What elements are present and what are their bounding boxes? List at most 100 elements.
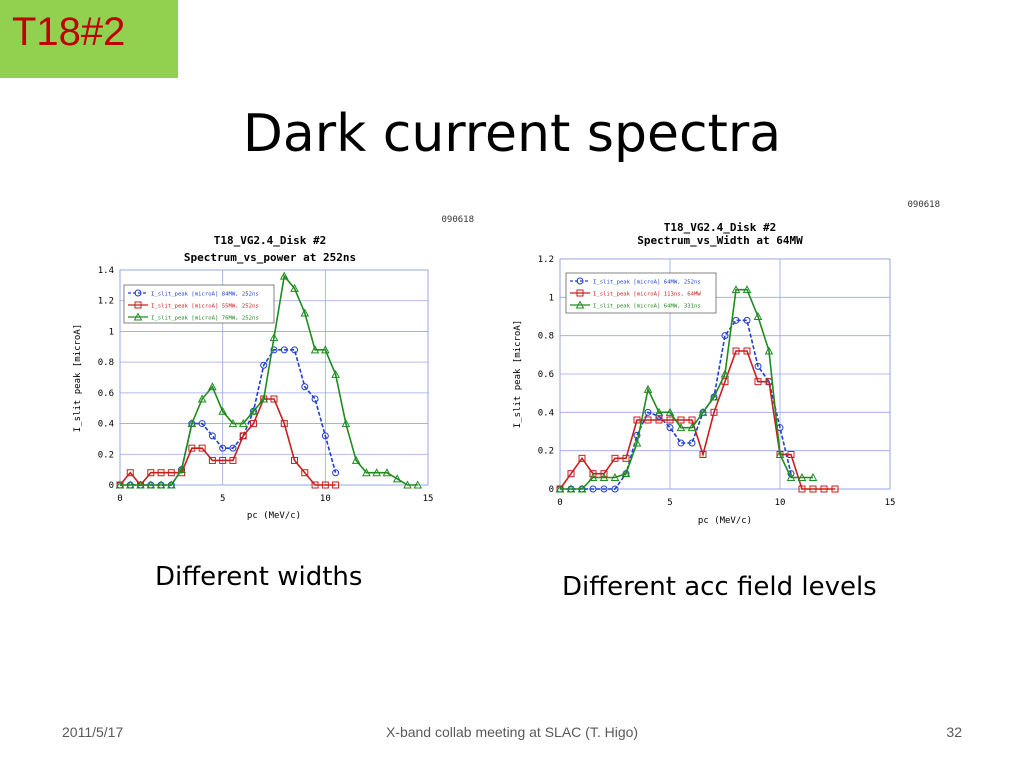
plot-frame: [559, 258, 891, 490]
data-point: [332, 469, 340, 477]
data-point: [654, 407, 664, 416]
data-point: [332, 481, 340, 489]
data-point: [754, 378, 762, 386]
data-point: [187, 419, 197, 428]
legend-label: I_slit_peak [microA] 113ns, 64MW: [593, 292, 701, 298]
y-tick-label: 0.4: [98, 420, 114, 430]
data-point: [134, 289, 142, 297]
y-tick-label: 0.2: [98, 450, 114, 460]
data-point: [321, 432, 329, 440]
legend-label: I_slit_peak [microA] 55MW, 252ns: [151, 304, 259, 310]
data-point: [351, 455, 361, 464]
slide-title: Dark current spectra: [242, 104, 782, 164]
data-point: [644, 416, 652, 424]
data-point: [362, 468, 371, 477]
data-point: [249, 420, 257, 428]
x-tick-label: 15: [885, 498, 896, 508]
data-point: [797, 472, 807, 481]
data-point: [300, 308, 310, 317]
legend-box: [123, 284, 275, 324]
data-point: [754, 362, 762, 370]
data-point: [279, 271, 289, 280]
data-point: [589, 470, 597, 478]
data-point: [721, 332, 729, 340]
data-point: [157, 469, 165, 477]
data-point: [270, 395, 278, 403]
x-axis-label: pc (MeV/c): [698, 516, 752, 526]
y-tick-label: 0: [109, 481, 114, 491]
chart-title: T18_VG2.4_Disk #2: [664, 221, 777, 234]
series-line: [560, 319, 792, 490]
data-point: [413, 480, 423, 489]
y-tick-label: 1.2: [98, 297, 114, 307]
data-point: [809, 485, 817, 493]
x-tick-label: 15: [423, 494, 434, 504]
data-point: [621, 469, 631, 478]
chart-stamp: 090618: [907, 200, 940, 210]
data-point: [831, 485, 839, 493]
data-point: [577, 484, 587, 493]
y-tick-label: 0.2: [538, 447, 554, 457]
data-point: [578, 454, 586, 462]
series-line: [560, 288, 813, 490]
data-point: [786, 472, 796, 481]
legend-label: I_slit_peak [microA] 64MW, 252ns: [593, 280, 701, 286]
x-tick-label: 0: [117, 494, 122, 504]
data-point: [321, 481, 329, 489]
data-point: [320, 345, 330, 354]
caption-different-field-levels: Different acc field levels: [562, 572, 877, 602]
data-point: [198, 420, 206, 428]
chart-subtitle: Spectrum_vs_Width at 64MW: [637, 234, 803, 247]
data-point: [382, 468, 392, 477]
legend-label: I_slit_peak [microA] 84MW, 252ns: [151, 292, 259, 298]
x-tick-label: 10: [320, 494, 331, 504]
footer-page-number: 32: [946, 724, 962, 740]
y-tick-label: 0.8: [538, 332, 554, 342]
data-point: [115, 480, 125, 489]
data-point: [666, 424, 674, 432]
data-point: [208, 382, 217, 391]
data-point: [177, 465, 186, 474]
y-tick-label: 1.4: [98, 266, 114, 276]
series-line: [119, 398, 336, 487]
data-point: [753, 311, 763, 320]
data-point: [291, 346, 299, 354]
data-point: [688, 416, 696, 424]
data-point: [665, 407, 675, 416]
data-point: [198, 444, 206, 452]
chart-legend: I_slit_peak [microA] 84MW, 252ns I_slit_p…: [123, 284, 275, 324]
chart-1: 090618 T18_VG2.4_Disk #2 Spectrum_vs_power…: [73, 215, 474, 521]
data-point: [259, 394, 269, 403]
caption-different-widths: Different widths: [155, 562, 363, 592]
data-point: [290, 283, 299, 292]
legend-box: [565, 272, 717, 314]
slide-tag: T18#2: [0, 0, 178, 78]
data-point: [311, 395, 319, 403]
data-point: [764, 346, 774, 355]
data-point: [632, 438, 642, 447]
data-point: [676, 423, 686, 432]
data-point: [643, 384, 653, 393]
data-point: [239, 432, 247, 440]
slide-tag-label: T18#2: [12, 10, 126, 54]
y-tick-label: 0.6: [538, 370, 554, 380]
data-point: [341, 419, 351, 428]
data-point: [567, 470, 575, 478]
x-tick-label: 10: [775, 498, 786, 508]
data-point: [219, 444, 227, 452]
data-point: [775, 449, 785, 458]
data-point: [677, 439, 685, 447]
data-point: [633, 431, 641, 439]
series-3: [115, 271, 423, 489]
data-point: [291, 456, 299, 464]
data-point: [698, 407, 708, 416]
data-point: [600, 485, 608, 493]
x-tick-label: 5: [667, 498, 672, 508]
data-point: [249, 406, 258, 415]
data-point: [732, 347, 740, 355]
y-tick-label: 0.6: [98, 389, 114, 399]
data-point: [720, 369, 730, 378]
y-tick-label: 0.8: [98, 358, 114, 368]
data-point: [147, 469, 155, 477]
